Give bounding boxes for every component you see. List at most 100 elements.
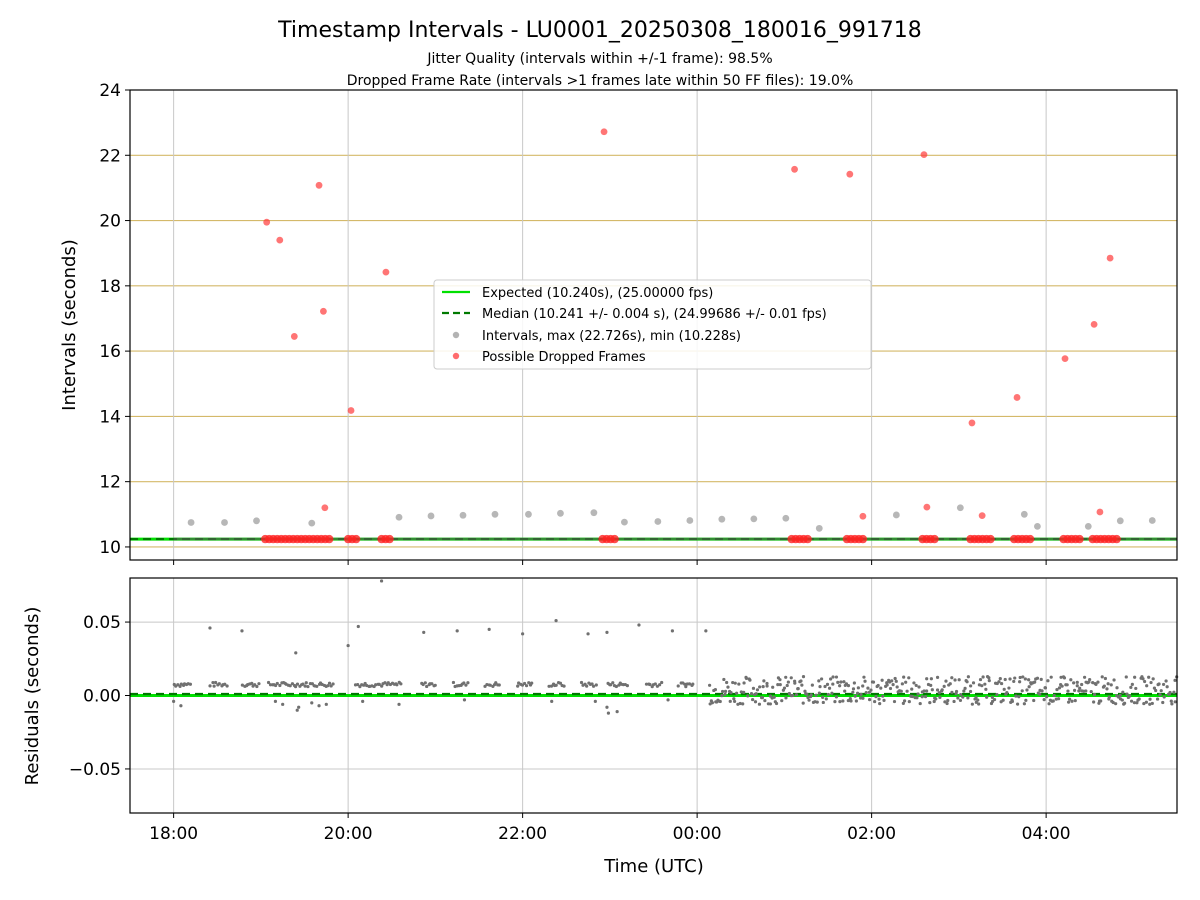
residual-point — [208, 684, 212, 688]
residual-point — [863, 679, 867, 683]
residual-point — [935, 675, 940, 679]
residual-point — [653, 682, 657, 686]
residual-point — [1057, 686, 1062, 690]
residual-point — [1069, 678, 1073, 682]
residual-point — [605, 630, 609, 634]
residual-point — [1134, 686, 1138, 691]
x-tick-label: 20:00 — [324, 824, 373, 844]
residual-point — [386, 681, 390, 685]
residual-point — [1077, 689, 1081, 693]
interval-point — [750, 515, 758, 523]
residual-point — [791, 693, 795, 698]
dropped-frame-point — [1061, 355, 1069, 363]
residual-point — [814, 693, 818, 697]
residual-point — [796, 687, 800, 691]
legend-dropped-swatch — [452, 352, 460, 360]
residual-point — [952, 699, 956, 704]
residual-point — [683, 682, 687, 686]
residual-point — [789, 676, 793, 680]
residual-point — [867, 690, 871, 694]
residual-point — [1162, 695, 1166, 699]
residual-point — [978, 677, 983, 682]
residual-point — [1129, 699, 1134, 703]
residual-point — [1168, 690, 1172, 695]
legend-intervals-label: Intervals, max (22.726s), min (10.228s) — [482, 329, 741, 344]
residual-point — [708, 683, 712, 687]
residual-point — [880, 678, 884, 682]
residual-point — [998, 677, 1002, 681]
residual-point — [554, 618, 558, 623]
residual-point — [793, 681, 797, 685]
residuals-y-tick-label: −0.05 — [69, 760, 121, 780]
residual-point — [977, 702, 981, 706]
residual-point — [590, 682, 594, 686]
intervals-y-ticks: 10 12 14 16 18 20 22 24 — [99, 81, 130, 558]
residual-point — [916, 692, 920, 696]
residual-point — [744, 676, 749, 680]
residual-point — [874, 695, 878, 699]
residual-point — [869, 688, 873, 692]
residual-point — [521, 632, 525, 636]
residual-point — [944, 679, 948, 683]
residual-point — [929, 677, 933, 681]
residual-point — [823, 684, 827, 689]
interval-point — [187, 519, 195, 526]
residual-point — [825, 682, 830, 687]
residual-point — [772, 695, 776, 699]
residual-point — [1046, 679, 1050, 683]
residual-point — [846, 698, 850, 703]
residual-point — [462, 681, 466, 685]
residual-point — [660, 680, 664, 685]
residual-point — [968, 689, 973, 694]
interval-point — [1034, 522, 1041, 530]
residual-point — [901, 701, 905, 705]
residual-point — [1025, 688, 1029, 692]
x-axis-label: Time (UTC) — [603, 856, 704, 877]
residual-point — [383, 681, 387, 685]
residual-point — [273, 699, 278, 703]
residual-point — [1056, 697, 1061, 701]
residual-point — [1042, 697, 1046, 702]
residual-point — [950, 676, 954, 680]
residual-point — [524, 684, 529, 688]
interval-point — [308, 519, 316, 527]
residual-point — [1002, 687, 1006, 691]
residual-point — [826, 692, 830, 697]
residual-point — [527, 681, 531, 685]
residual-point — [666, 698, 670, 702]
x-tick-label: 22:00 — [498, 824, 547, 844]
residual-point — [945, 701, 949, 706]
residual-point — [1055, 687, 1059, 692]
residual-point — [361, 699, 365, 703]
residual-point — [801, 675, 806, 679]
residual-point — [765, 684, 769, 688]
residual-point — [1148, 697, 1152, 701]
residual-point — [713, 687, 717, 692]
residual-point — [948, 682, 952, 686]
residual-point — [1078, 686, 1082, 690]
residual-point — [923, 695, 928, 699]
residual-point — [733, 681, 737, 685]
residual-point — [890, 679, 894, 683]
residual-point — [891, 683, 895, 687]
residual-point — [1038, 692, 1042, 696]
residual-point — [684, 685, 688, 689]
residual-point — [1105, 687, 1109, 691]
residual-point — [317, 704, 321, 708]
residual-point — [959, 692, 963, 697]
residual-point — [851, 687, 856, 691]
interval-point — [395, 513, 403, 521]
residual-point — [734, 691, 739, 695]
residual-point — [760, 696, 765, 700]
residual-point — [1045, 695, 1049, 699]
residual-point — [954, 689, 959, 694]
residual-point — [838, 684, 842, 688]
residuals-y-label: Residuals (seconds) — [22, 607, 43, 786]
residual-point — [915, 696, 919, 700]
residual-point — [1018, 680, 1022, 684]
residual-point — [379, 579, 384, 583]
residual-point — [295, 682, 300, 686]
residual-point — [877, 697, 881, 701]
residual-point — [188, 682, 193, 686]
residual-point — [422, 630, 426, 634]
